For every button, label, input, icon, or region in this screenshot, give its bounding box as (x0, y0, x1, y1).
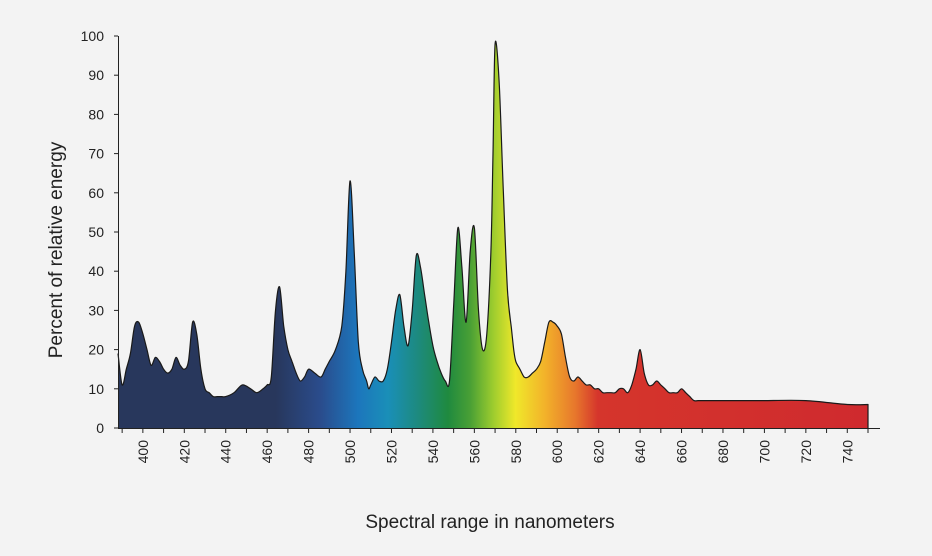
y-tick-label: 70 (88, 146, 104, 162)
x-tick-label: 600 (549, 440, 565, 464)
x-tick-label: 480 (301, 440, 317, 464)
x-tick-label: 540 (425, 440, 441, 464)
y-axis-label: Percent of relative energy (46, 141, 67, 358)
x-tick-label: 620 (591, 440, 607, 464)
x-tick-label: 580 (508, 440, 524, 464)
y-tick-label: 80 (88, 106, 104, 122)
plot-area (117, 40, 869, 428)
x-tick-label: 680 (715, 440, 731, 464)
x-tick-label: 660 (674, 440, 690, 464)
y-tick-label: 20 (88, 342, 104, 358)
x-tick-label: 500 (342, 440, 358, 464)
x-axis: 400 420 440 460 480 500 520 540 560 580 600 620 640 6… (121, 428, 869, 464)
y-tick-label: 30 (88, 302, 104, 318)
y-axis: 0 10 20 30 40 50 60 70 80 90 100 (81, 28, 118, 436)
y-tick-label: 40 (88, 263, 104, 279)
x-tick-label: 520 (384, 440, 400, 464)
y-tick-label: 100 (81, 28, 105, 44)
x-tick-label: 460 (259, 440, 275, 464)
x-tick-label: 720 (798, 440, 814, 464)
y-tick-label: 60 (88, 185, 104, 201)
y-tick-label: 10 (88, 381, 104, 397)
x-tick-label: 440 (218, 440, 234, 464)
energy-area (118, 41, 868, 428)
y-tick-label: 50 (88, 224, 104, 240)
x-tick-label: 700 (756, 440, 772, 464)
x-tick-label: 420 (176, 440, 192, 464)
energy-curve (117, 40, 869, 428)
x-axis-label: Spectral range in nanometers (365, 512, 614, 533)
y-tick-label: 90 (88, 67, 104, 83)
y-tick-label: 0 (96, 420, 104, 436)
x-tick-label: 640 (632, 440, 648, 464)
x-tick-label: 740 (839, 440, 855, 464)
x-tick-label: 560 (466, 440, 482, 464)
x-tick-label: 400 (135, 440, 151, 464)
